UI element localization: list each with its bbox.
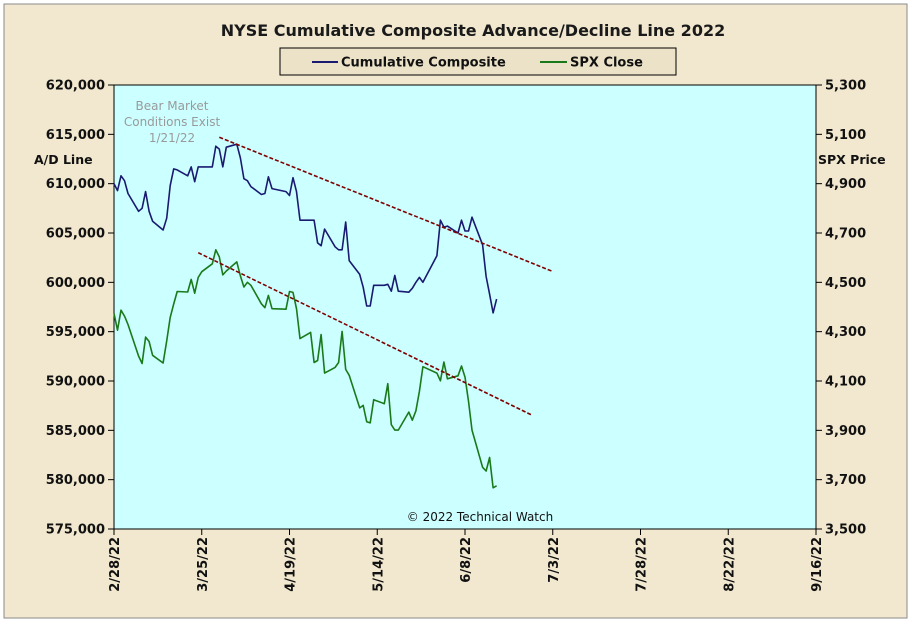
y-right-tick-label-9: 3,500 <box>825 523 866 538</box>
x-tick-label-8: 9/16/22 <box>810 537 825 592</box>
y-left-tick-label-3: 605,000 <box>46 227 105 242</box>
y-right-tick-label-5: 4,300 <box>825 325 866 340</box>
x-ticks: 2/28/22 3/25/22 4/19/22 5/14/22 6/8/22 7/3/22… <box>108 529 825 592</box>
y-right-tick-label-4: 4,500 <box>825 276 866 291</box>
chart-title: NYSE Cumulative Composite Advance/Declin… <box>221 21 725 40</box>
y-right-tick-label-1: 5,100 <box>825 128 866 143</box>
y-right-tick-label-0: 5,300 <box>825 79 866 94</box>
y-left-tick-label-5: 595,000 <box>46 325 105 340</box>
legend-label-spx-close: SPX Close <box>570 56 643 71</box>
x-tick-label-5: 7/3/22 <box>547 537 562 583</box>
y-left-tick-label-6: 590,000 <box>46 375 105 390</box>
y-right-tick-label-8: 3,700 <box>825 473 866 488</box>
x-tick-label-0: 2/28/22 <box>108 537 123 592</box>
plot-area <box>113 84 817 530</box>
legend-label-cumulative-composite: Cumulative Composite <box>341 56 506 71</box>
series-line-spx-close <box>113 249 497 489</box>
y-left-tick-label-9: 575,000 <box>46 523 105 538</box>
y-left-axis-label: A/D Line <box>34 152 93 167</box>
series-layer <box>113 136 554 489</box>
y-left-ticks: 620,000 615,000 610,000 605,000 600,000 595,0… <box>46 79 114 538</box>
bear-market-line-2: Conditions Exist <box>124 115 221 129</box>
y-left-tick-label-2: 610,000 <box>46 177 105 192</box>
copyright-note: © 2022 Technical Watch <box>407 510 553 524</box>
legend: Cumulative Composite SPX Close <box>279 47 677 76</box>
y-right-axis-label: SPX Price <box>818 152 886 167</box>
trendline-lower <box>197 251 533 416</box>
x-tick-label-6: 7/28/22 <box>635 537 650 592</box>
y-right-tick-label-2: 4,900 <box>825 177 866 192</box>
y-right-tick-label-7: 3,900 <box>825 424 866 439</box>
y-left-tick-label-0: 620,000 <box>46 79 105 94</box>
x-tick-label-1: 3/25/22 <box>196 537 211 592</box>
y-left-tick-label-8: 580,000 <box>46 473 105 488</box>
bear-market-line-1: Bear Market <box>136 99 209 113</box>
y-right-tick-label-6: 4,100 <box>825 375 866 390</box>
y-left-tick-label-7: 585,000 <box>46 424 105 439</box>
x-tick-label-4: 6/8/22 <box>459 537 474 583</box>
legend-box <box>279 47 677 76</box>
y-left-tick-label-4: 600,000 <box>46 276 105 291</box>
x-tick-label-7: 8/22/22 <box>722 537 737 592</box>
bear-market-annotation: Bear Market Conditions Exist 1/21/22 <box>124 99 221 145</box>
x-tick-label-2: 4/19/22 <box>284 537 299 592</box>
y-right-ticks: 5,300 5,100 4,900 4,700 4,500 4,300 4,100 3,900… <box>816 79 866 538</box>
y-left-tick-label-1: 615,000 <box>46 128 105 143</box>
bear-market-line-3: 1/21/22 <box>149 131 195 145</box>
series-line-cumulative-composite <box>113 143 498 314</box>
x-tick-label-3: 5/14/22 <box>371 537 386 592</box>
y-right-tick-label-3: 4,700 <box>825 227 866 242</box>
